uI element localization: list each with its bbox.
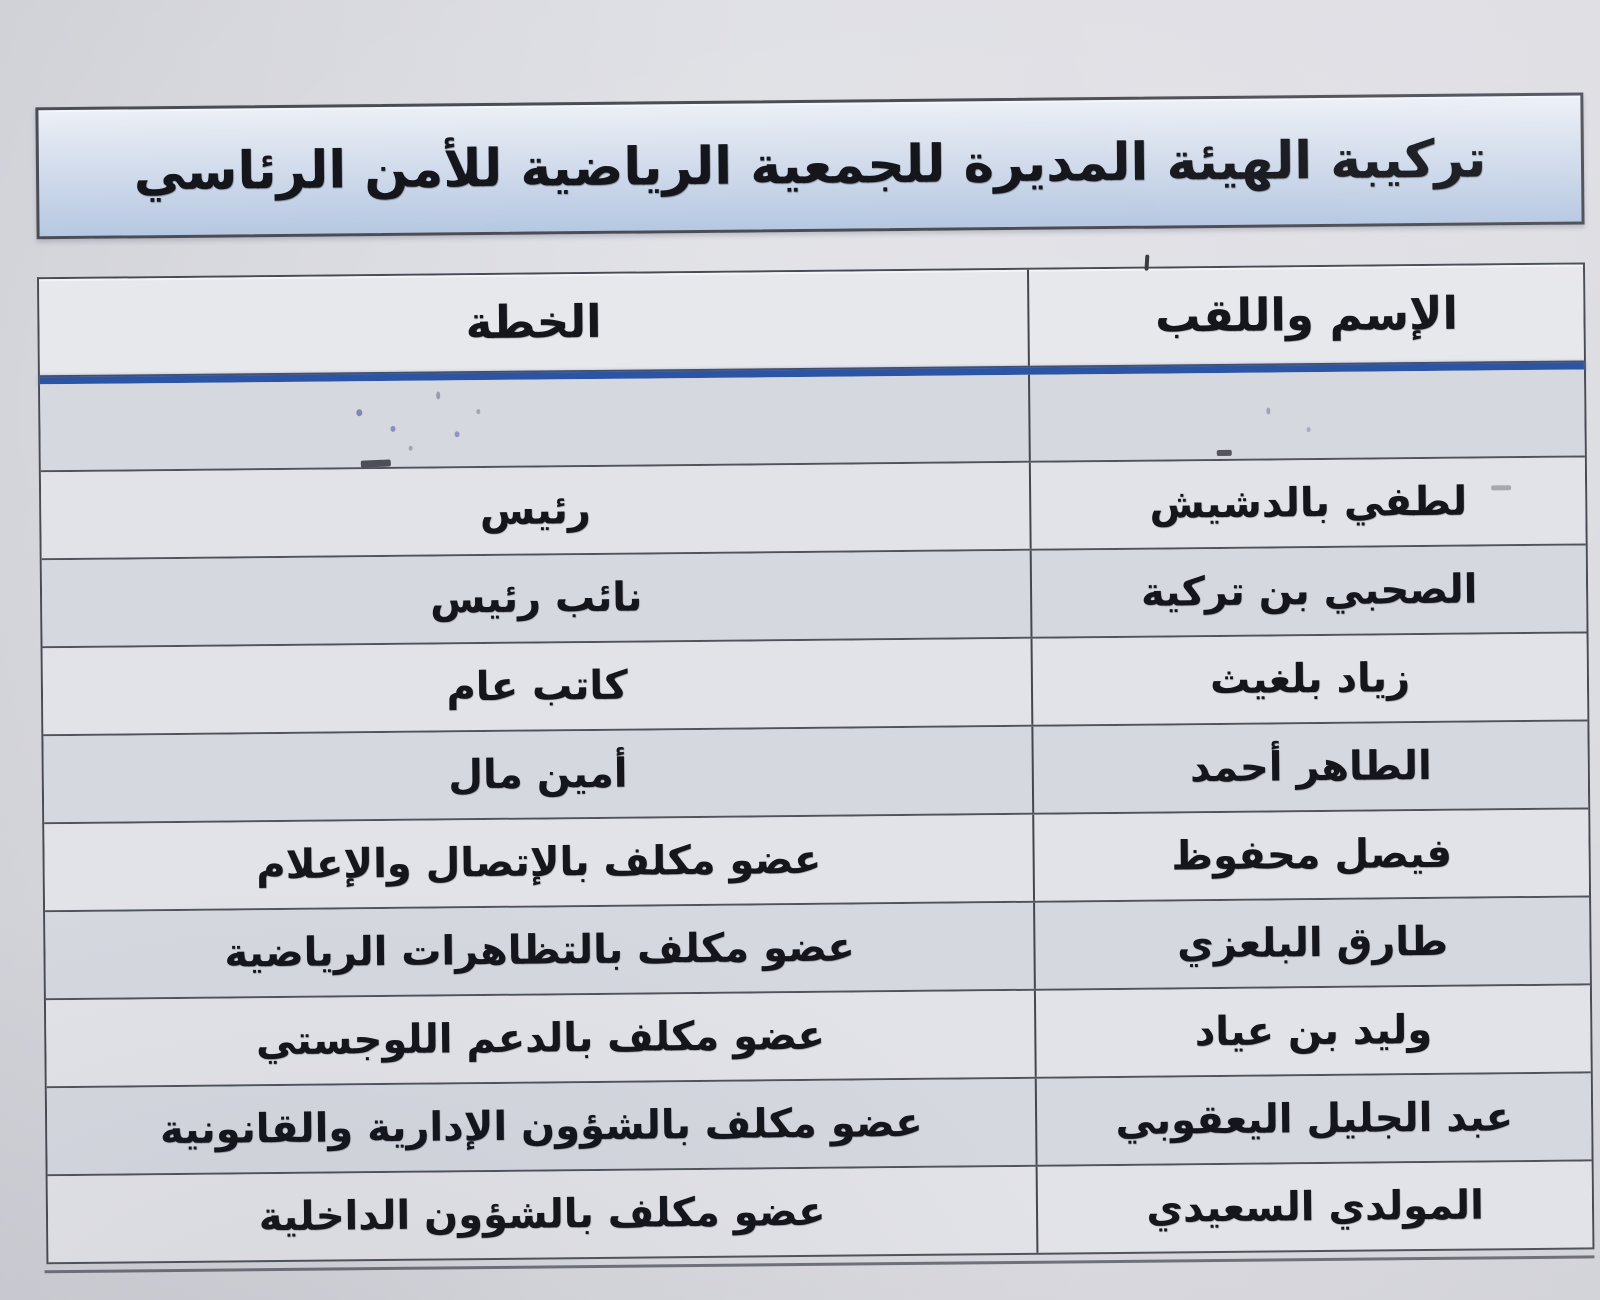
cell-name: الطاهر أحمد — [1031, 721, 1589, 813]
cell-name: المولدي السعيدي — [1035, 1161, 1593, 1253]
table-row: وليد بن عياد عضو مكلف بالدعم اللوجستي — [45, 985, 1591, 1089]
header-cell-name: الإسم واللقب — [1027, 264, 1584, 366]
cell-name: عبد الجليل اليعقوبي — [1034, 1073, 1592, 1165]
cell-position: عضو مكلف بالشؤون الداخلية — [258, 1188, 826, 1241]
cell-name: الصحبي بن تركية — [1029, 545, 1587, 637]
table-row: فيصل محفوظ عضو مكلف بالإتصال والإعلام — [44, 809, 1590, 913]
table-row: عبد الجليل اليعقوبي عضو مكلف بالشؤون الإ… — [46, 1073, 1592, 1177]
cell-position: أمين مال — [448, 750, 628, 799]
cell-name — [1028, 369, 1585, 461]
page-title: تركيبة الهيئة المديرة للجمعية الرياضية ل… — [133, 129, 1487, 203]
cell-name: زياد بلغيث — [1030, 633, 1588, 725]
cell-position: رئيس — [479, 487, 592, 535]
board-table: الإسم واللقب الخطة لطفي بالدشيش رئيس الص… — [37, 262, 1595, 1274]
cell-name: وليد بن عياد — [1034, 985, 1591, 1077]
table-row: الصحبي بن تركية نائب رئيس — [41, 545, 1587, 649]
table-header-row: الإسم واللقب الخطة — [39, 264, 1584, 378]
table-row: الطاهر أحمد أمين مال — [43, 721, 1589, 825]
cell-position: نائب رئيس — [429, 574, 643, 623]
table-row — [40, 369, 1585, 473]
cell-name: فيصل محفوظ — [1032, 809, 1590, 901]
cell-position — [40, 375, 1029, 470]
table-row: المولدي السعيدي عضو مكلف بالشؤون الداخلي… — [47, 1161, 1593, 1265]
header-cell-position: الخطة — [465, 295, 602, 350]
table-rows: لطفي بالدشيش رئيس الصحبي بن تركية نائب ر… — [40, 369, 1593, 1265]
cell-position: عضو مكلف بالشؤون الإدارية والقانونية — [159, 1099, 923, 1154]
cell-name: لطفي بالدشيش — [1029, 457, 1586, 549]
table-row: طارق البلعزي عضو مكلف بالتظاهرات الرياضي… — [45, 897, 1590, 1001]
cell-name: طارق البلعزي — [1033, 897, 1590, 989]
cell-position: عضو مكلف بالدعم اللوجستي — [255, 1012, 826, 1065]
cell-position: كاتب عام — [446, 662, 628, 711]
cell-position: عضو مكلف بالتظاهرات الرياضية — [224, 924, 855, 977]
table-row: لطفي بالدشيش رئيس — [40, 457, 1586, 561]
table-row: زياد بلغيث كاتب عام — [42, 633, 1588, 737]
cell-position: عضو مكلف بالإتصال والإعلام — [256, 836, 822, 889]
title-box: تركيبة الهيئة المديرة للجمعية الرياضية ل… — [35, 92, 1585, 240]
